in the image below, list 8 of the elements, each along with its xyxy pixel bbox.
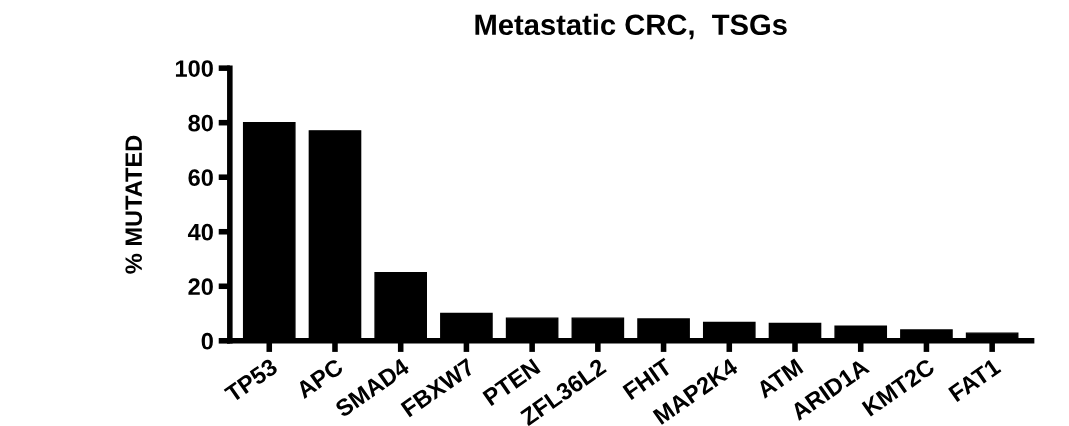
y-tick-label: 60 <box>188 169 213 186</box>
y-tick-label: 100 <box>175 60 213 77</box>
y-tick-label: 80 <box>188 114 213 132</box>
y-tick-label: 40 <box>187 223 213 241</box>
y-tick-label: 20 <box>188 278 213 296</box>
chart-title: Metastatic CRC, TSGs <box>475 13 787 40</box>
y-axis-title: % MUTATED <box>125 135 143 274</box>
y-tick-label: 0 <box>201 332 213 350</box>
